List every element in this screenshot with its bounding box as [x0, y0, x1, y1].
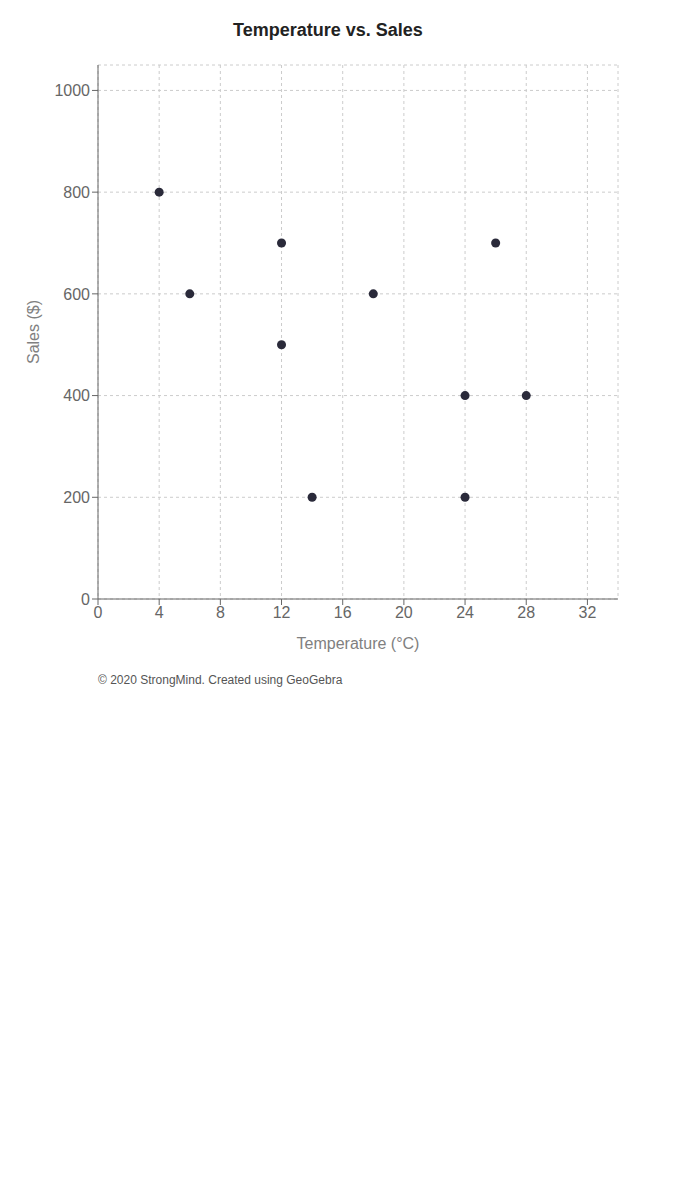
svg-text:1000: 1000 — [54, 82, 90, 99]
svg-text:600: 600 — [63, 286, 90, 303]
svg-text:20: 20 — [395, 604, 413, 621]
svg-text:0: 0 — [81, 591, 90, 608]
svg-text:12: 12 — [273, 604, 291, 621]
svg-text:24: 24 — [456, 604, 474, 621]
svg-text:800: 800 — [63, 184, 90, 201]
svg-text:0: 0 — [94, 604, 103, 621]
svg-text:200: 200 — [63, 489, 90, 506]
svg-text:Sales ($): Sales ($) — [25, 300, 42, 364]
svg-text:8: 8 — [216, 604, 225, 621]
svg-text:32: 32 — [579, 604, 597, 621]
svg-text:Temperature (°C): Temperature (°C) — [297, 635, 420, 652]
svg-text:16: 16 — [334, 604, 352, 621]
html-text:© 2020 StrongMind. Created usi: © 2020 StrongMind. Created using GeoGebr… — [98, 673, 343, 687]
svg-text:4: 4 — [155, 604, 164, 621]
html-text:Temperature vs. Sales: Temperature vs. Sales — [233, 20, 423, 40]
svg-text:28: 28 — [517, 604, 535, 621]
svg-text:400: 400 — [63, 387, 90, 404]
